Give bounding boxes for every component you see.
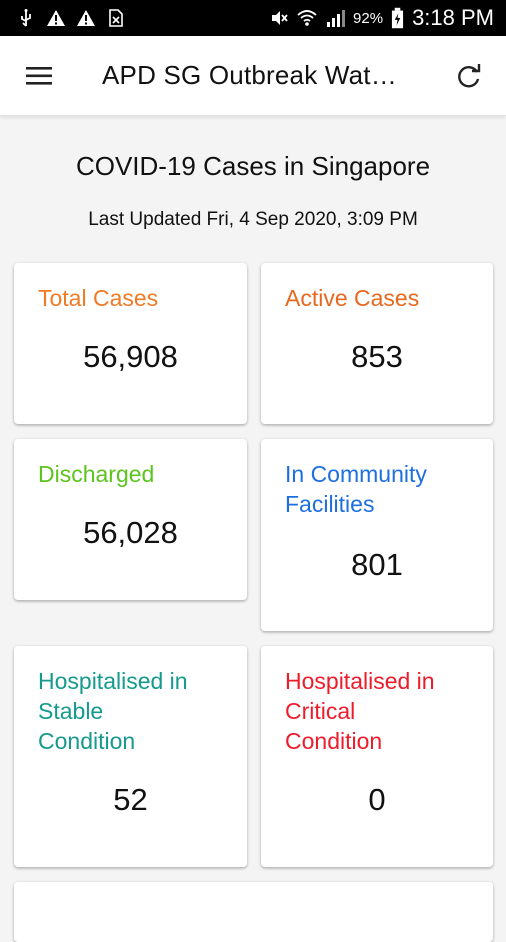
warning-icon <box>47 10 65 26</box>
page-title: COVID-19 Cases in Singapore <box>75 151 431 181</box>
hospitalised-stable-label-line: Stable <box>38 698 104 724</box>
warning-icon <box>77 10 95 26</box>
hospitalised-critical-card: Hospitalised in Critical Condition 0 <box>261 646 493 867</box>
active-cases-card: Active Cases 853 <box>261 263 493 424</box>
app-bar: APD SG Outbreak Wat… <box>0 36 506 116</box>
community-facilities-label: In Community Facilities <box>285 459 427 519</box>
hospitalised-critical-label-line: Hospitalised in <box>285 668 435 694</box>
last-updated-text: Last Updated Fri, 4 Sep 2020, 3:09 PM <box>88 209 418 230</box>
hamburger-menu-icon[interactable] <box>22 61 58 91</box>
hospitalised-stable-label: Hospitalised in Stable Condition <box>38 666 188 756</box>
community-facilities-value: 801 <box>351 547 403 582</box>
no-sim-icon <box>109 9 123 27</box>
hospitalised-critical-label: Hospitalised in Critical Condition <box>285 666 435 756</box>
hospitalised-stable-label-line: Condition <box>38 728 136 754</box>
discharged-label: Discharged <box>38 461 155 487</box>
hospitalised-stable-value: 52 <box>113 782 148 817</box>
hospitalised-stable-label-line: Hospitalised in <box>38 668 188 694</box>
hospitalised-critical-label-line: Condition <box>285 728 383 754</box>
hospitalised-critical-label-line: Critical <box>285 698 356 724</box>
status-bar: 92% 3:18 PM <box>0 0 506 36</box>
refresh-icon[interactable] <box>452 59 486 93</box>
next-card-partial <box>14 882 493 942</box>
wifi-icon <box>297 10 317 26</box>
content-area[interactable]: COVID-19 Cases in Singapore Last Updated… <box>0 117 506 942</box>
mute-icon <box>272 11 288 25</box>
app-title: APD SG Outbreak Wat… <box>102 60 397 90</box>
community-facilities-card: In Community Facilities 801 <box>261 439 493 631</box>
status-bar-system: 92% 3:18 PM <box>269 5 494 31</box>
community-facilities-label-line: Facilities <box>285 491 375 517</box>
usb-icon <box>21 9 31 27</box>
discharged-value: 56,028 <box>83 515 178 550</box>
battery-charging-icon <box>391 7 404 29</box>
discharged-card: Discharged 56,028 <box>14 439 247 600</box>
community-facilities-label-line: In Community <box>285 461 427 487</box>
signal-icon <box>327 10 346 27</box>
total-cases-label: Total Cases <box>38 285 159 311</box>
hospitalised-critical-value: 0 <box>368 782 386 817</box>
active-cases-label: Active Cases <box>285 285 420 311</box>
active-cases-value: 853 <box>351 339 403 374</box>
status-time: 3:18 PM <box>412 5 494 30</box>
hospitalised-stable-card: Hospitalised in Stable Condition 52 <box>14 646 247 867</box>
total-cases-value: 56,908 <box>83 339 178 374</box>
battery-percent: 92% <box>353 9 384 27</box>
total-cases-card: Total Cases 56,908 <box>14 263 247 424</box>
status-bar-notifications <box>16 8 126 28</box>
